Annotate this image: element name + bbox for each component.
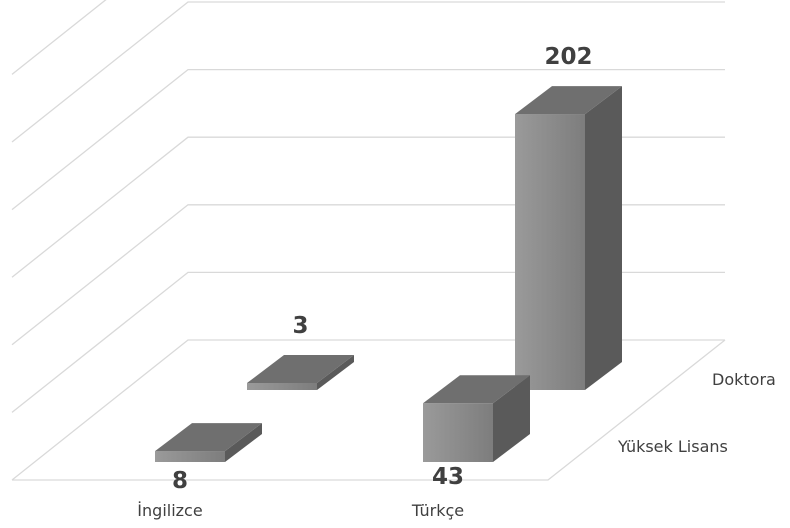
bar-front bbox=[155, 451, 225, 462]
bars bbox=[155, 86, 622, 462]
bar-top bbox=[515, 86, 622, 115]
floor-front-edge bbox=[12, 339, 726, 481]
bar-top bbox=[247, 355, 354, 383]
bar bbox=[423, 375, 530, 462]
bar-side bbox=[225, 423, 262, 462]
bar bbox=[515, 86, 622, 391]
category-label: Türkçe bbox=[411, 501, 464, 520]
depth-axis-label: Doktora bbox=[712, 370, 776, 389]
gridline bbox=[11, 0, 107, 75]
data-label: 43 bbox=[432, 464, 464, 490]
data-label: 202 bbox=[544, 44, 592, 70]
labels: 3 202 8 43 İngilizce Türkçe Yüksek Lisans Dokto… bbox=[137, 44, 776, 520]
data-label: 3 bbox=[292, 313, 308, 339]
bar-side bbox=[493, 375, 530, 462]
bar-side bbox=[585, 86, 622, 391]
bar bbox=[247, 355, 354, 390]
bar-top bbox=[423, 375, 530, 404]
gridline bbox=[11, 68, 725, 211]
data-label: 8 bbox=[172, 468, 188, 494]
gridline bbox=[11, 1, 725, 143]
bar-front bbox=[423, 403, 493, 462]
depth-axis-label: Yüksek Lisans bbox=[617, 437, 728, 456]
category-label: İngilizce bbox=[137, 501, 202, 520]
bar-front bbox=[515, 114, 585, 391]
bar bbox=[155, 423, 262, 462]
bar-front bbox=[247, 383, 317, 390]
bar-side bbox=[317, 355, 354, 390]
bar-top bbox=[155, 423, 262, 452]
gridlines bbox=[11, 0, 726, 481]
